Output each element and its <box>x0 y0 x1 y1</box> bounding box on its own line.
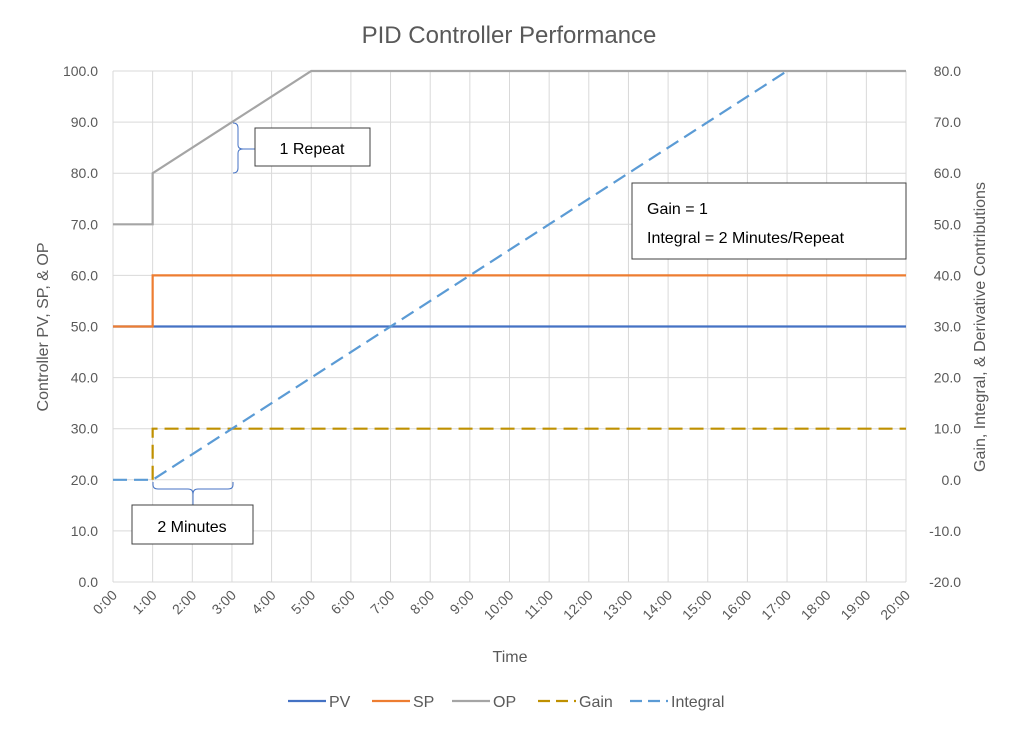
integral-setting: Integral = 2 Minutes/Repeat <box>647 230 845 247</box>
legend-label-sp: SP <box>413 694 434 711</box>
x-tick-label: 12:00 <box>560 587 596 623</box>
y2-tick-label: 60.0 <box>934 165 961 181</box>
y-axis-label: Controller PV, SP, & OP <box>35 243 52 412</box>
y2-tick-label: 50.0 <box>934 216 961 232</box>
y2-axis-label: Gain, Integral, & Derivative Contributio… <box>972 182 989 472</box>
y-tick-label: 10.0 <box>71 523 98 539</box>
x-tick-label: 10:00 <box>481 587 517 623</box>
series-line-sp <box>113 274 906 328</box>
y-tick-label: 70.0 <box>71 216 98 232</box>
x-tick-label: 13:00 <box>599 587 635 623</box>
x-tick-label: 8:00 <box>407 587 438 618</box>
x-tick-label: 18:00 <box>798 587 834 623</box>
chart-title: PID Controller Performance <box>362 22 657 49</box>
y-tick-label: 90.0 <box>71 114 98 130</box>
minutes-brace <box>152 482 234 495</box>
x-tick-label: 17:00 <box>758 587 794 623</box>
x-tick-label: 14:00 <box>639 587 675 623</box>
x-tick-label: 11:00 <box>521 587 557 623</box>
y2-tick-label: -20.0 <box>929 574 961 590</box>
x-tick-label: 20:00 <box>877 587 913 623</box>
gain-setting: Gain = 1 <box>647 201 708 218</box>
legend-label-pv: PV <box>329 694 351 711</box>
x-tick-label: 3:00 <box>208 587 239 618</box>
y2-tick-label: 30.0 <box>934 319 961 335</box>
x-tick-label: 0:00 <box>90 587 121 618</box>
y-tick-label: 40.0 <box>71 370 98 386</box>
y2-tick-label: 0.0 <box>942 472 962 488</box>
minutes-annotation-box <box>131 504 254 545</box>
y-tick-label: 50.0 <box>71 319 98 335</box>
x-tick-label: 7:00 <box>367 587 398 618</box>
x-tick-label: 15:00 <box>679 587 715 623</box>
legend: PV SP OP Gain Integral <box>288 694 724 711</box>
x-tick-label: 2:00 <box>169 587 200 618</box>
settings-annotation-box <box>631 182 907 260</box>
x-tick-label: 4:00 <box>248 587 279 618</box>
x-tick-label: 6:00 <box>327 587 358 618</box>
legend-label-gain: Gain <box>579 694 613 711</box>
y2-tick-label: 70.0 <box>934 114 961 130</box>
legend-label-op: OP <box>493 694 516 711</box>
y-tick-label: 80.0 <box>71 165 98 181</box>
y2-tick-label: 20.0 <box>934 370 961 386</box>
x-axis-label: Time <box>493 649 528 666</box>
legend-label-integral: Integral <box>671 694 724 711</box>
x-tick-label: 16:00 <box>718 587 754 623</box>
y-tick-label: 60.0 <box>71 267 98 283</box>
repeat-brace <box>232 122 244 174</box>
series-lines <box>113 69 906 481</box>
y-tick-label: 20.0 <box>71 472 98 488</box>
repeat-annotation-box <box>254 127 371 167</box>
y2-tick-label: 40.0 <box>934 267 961 283</box>
y2-tick-label: 10.0 <box>934 421 961 437</box>
y-tick-label: 100.0 <box>63 63 98 79</box>
x-tick-label: 1:00 <box>129 587 160 618</box>
series-line-op <box>113 69 906 226</box>
x-tick-label: 9:00 <box>446 587 477 618</box>
repeat-annotation: 1 Repeat <box>280 141 345 158</box>
y2-tick-label: 80.0 <box>934 63 961 79</box>
series-line-integral <box>113 70 788 481</box>
y2-tick-label: -10.0 <box>929 523 961 539</box>
series-line-gain <box>151 427 906 480</box>
minutes-annotation: 2 Minutes <box>157 519 226 536</box>
y-tick-label: 0.0 <box>79 574 99 590</box>
x-tick-label: 5:00 <box>288 587 319 618</box>
y-tick-label: 30.0 <box>71 421 98 437</box>
x-tick-label: 19:00 <box>837 587 873 623</box>
